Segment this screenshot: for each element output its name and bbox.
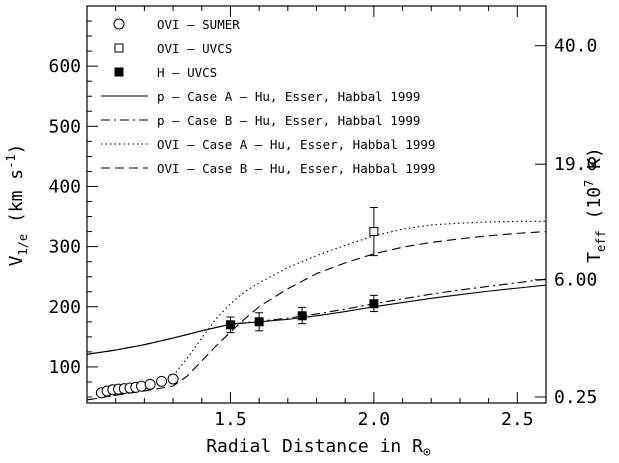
y-tick-label: 300 xyxy=(48,237,81,258)
data-point-circle xyxy=(156,375,168,387)
series-line-dashed xyxy=(87,231,546,401)
right-tick-label: 6.00 xyxy=(554,270,597,291)
y-tick-label: 600 xyxy=(48,56,81,77)
legend-marker-square-open xyxy=(114,43,124,53)
legend-label: OVI – Case B – Hu, Esser, Habbal 1999 xyxy=(157,161,435,176)
data-point-square-filled xyxy=(254,317,264,327)
y-tick-label: 500 xyxy=(48,116,81,137)
data-point-square-filled xyxy=(225,320,235,330)
y-axis-title-left: V1/e (km s-1) xyxy=(4,144,30,267)
legend-label: p – Case B – Hu, Esser, Habbal 1999 xyxy=(157,113,420,128)
right-tick-label: 40.0 xyxy=(554,36,597,57)
data-point-circle xyxy=(144,378,156,390)
y-tick-label: 400 xyxy=(48,176,81,197)
legend-label: OVI – UVCS xyxy=(157,41,232,56)
y-tick-label: 100 xyxy=(48,357,81,378)
right-tick-label: 0.25 xyxy=(554,387,597,408)
series-line-solid xyxy=(87,284,546,355)
series-line-dotted xyxy=(87,220,546,401)
plot-frame xyxy=(86,5,547,404)
legend-label: H – UVCS xyxy=(157,65,217,80)
series-line-dashdot xyxy=(87,278,546,355)
legend-label: OVI – Case A – Hu, Esser, Habbal 1999 xyxy=(157,137,435,152)
legend-label: OVI – SUMER xyxy=(157,17,240,32)
legend-marker-circle xyxy=(113,18,125,30)
x-tick-label: 2.0 xyxy=(358,409,391,430)
x-tick-label: 1.5 xyxy=(214,409,247,430)
data-point-square-open xyxy=(369,227,379,237)
y-tick-label: 200 xyxy=(48,297,81,318)
legend-marker-square-filled xyxy=(114,67,124,77)
data-point-square-filled xyxy=(297,311,307,321)
data-point-circle xyxy=(167,373,179,385)
legend-label: p – Case A – Hu, Esser, Habbal 1999 xyxy=(157,89,420,104)
x-axis-title: Radial Distance in R⊙ xyxy=(206,436,431,460)
y-axis-title-right: Teff (107 K) xyxy=(582,147,608,263)
right-tick-label: 19.0 xyxy=(554,154,597,175)
x-tick-label: 2.5 xyxy=(501,409,534,430)
data-point-square-filled xyxy=(369,299,379,309)
